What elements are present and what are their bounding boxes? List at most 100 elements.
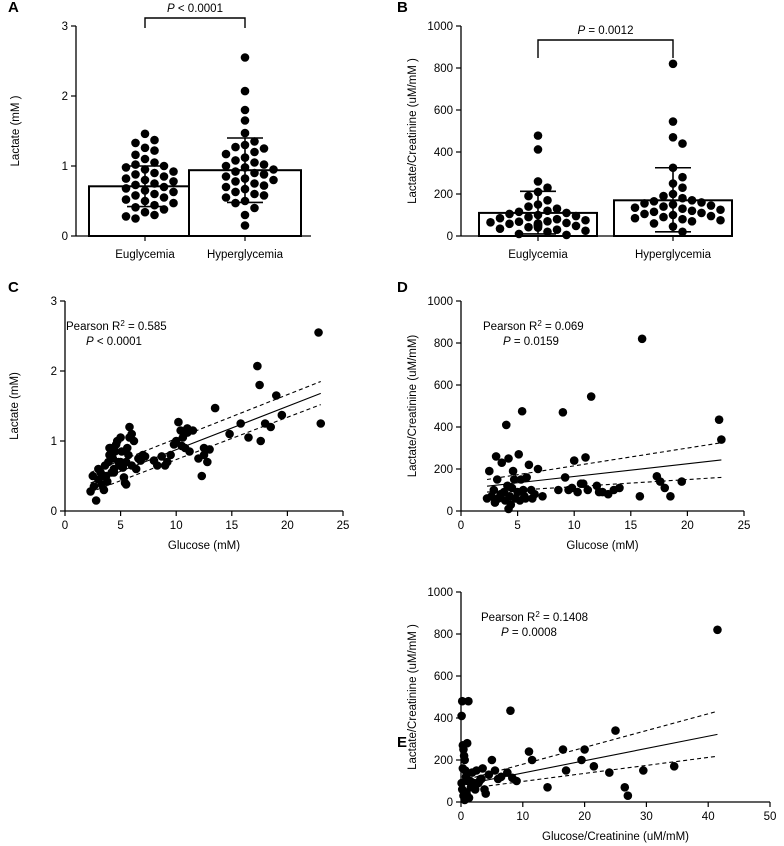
data-point-E xyxy=(481,789,491,798)
x-tick-label-D: 10 xyxy=(568,520,581,532)
y-tick-label-D: 0 xyxy=(447,506,453,518)
data-point-A xyxy=(240,210,250,220)
data-point-A xyxy=(169,177,178,186)
data-point-A xyxy=(131,138,140,148)
y-tick-label-B: 200 xyxy=(434,189,453,201)
data-point-B xyxy=(514,229,524,239)
data-point-A xyxy=(150,168,159,178)
y-tick-label-D: 400 xyxy=(434,422,453,434)
y-tick-label-E: 800 xyxy=(434,629,453,641)
data-point-B xyxy=(697,208,706,218)
data-point-A xyxy=(121,212,131,221)
category-label-B: Hyperglycemia xyxy=(635,249,712,261)
p-symbol: P xyxy=(86,336,94,348)
data-point-B xyxy=(678,214,687,224)
data-point-B xyxy=(533,131,543,140)
data-point-A xyxy=(231,177,240,186)
x-axis-label-D: Glucose (mM) xyxy=(566,540,638,552)
data-point-D xyxy=(717,435,726,444)
panel-letter-B: B xyxy=(397,0,408,16)
data-point-A xyxy=(259,170,269,179)
y-tick-label-E: 1000 xyxy=(427,587,453,599)
data-point-C xyxy=(277,410,287,420)
data-point-D xyxy=(514,450,524,459)
data-point-E xyxy=(462,738,472,748)
data-point-B xyxy=(562,218,571,228)
data-point-A xyxy=(169,187,178,197)
p-value: = 0.0008 xyxy=(509,627,557,639)
data-point-A xyxy=(121,174,131,183)
data-point-A xyxy=(150,135,159,145)
data-point-E xyxy=(577,755,586,765)
panel-letter-C: C xyxy=(8,279,19,296)
data-point-E xyxy=(457,696,467,706)
data-point-A xyxy=(131,214,140,223)
data-point-A xyxy=(269,175,278,185)
stat-superscript: 2 xyxy=(535,610,540,619)
category-label-A: Hyperglycemia xyxy=(207,249,284,261)
data-point-D xyxy=(492,475,502,484)
data-point-A xyxy=(150,200,159,210)
data-point-A xyxy=(159,182,169,192)
x-tick-label-E: 30 xyxy=(640,811,653,823)
data-point-A xyxy=(231,198,240,208)
data-point-B xyxy=(640,199,649,208)
data-point-A xyxy=(240,174,250,183)
data-point-B xyxy=(581,226,590,236)
y-tick-label-D: 1000 xyxy=(427,296,453,308)
data-point-C xyxy=(256,436,266,446)
data-point-B xyxy=(514,207,524,217)
data-point-D xyxy=(573,487,582,497)
data-point-D xyxy=(583,485,593,495)
data-point-E xyxy=(558,745,568,754)
data-point-B xyxy=(706,201,716,210)
data-point-B xyxy=(668,117,678,126)
data-point-B xyxy=(678,172,687,182)
data-point-A xyxy=(131,150,140,160)
ci-lower-line-C xyxy=(90,404,321,493)
data-point-C xyxy=(122,443,132,453)
data-point-D xyxy=(521,494,530,503)
category-label-A: Euglycemia xyxy=(115,249,175,261)
data-point-B xyxy=(524,191,533,201)
pearson-annotation-C: Pearson R2 = 0.585 xyxy=(66,319,167,334)
data-point-D xyxy=(637,334,647,344)
x-tick-label-E: 50 xyxy=(764,811,777,823)
data-point-A xyxy=(140,129,150,139)
regression-line-C xyxy=(90,392,321,484)
data-point-C xyxy=(125,422,134,432)
data-point-C xyxy=(197,471,207,481)
data-point-A xyxy=(150,158,159,167)
data-point-A xyxy=(240,221,250,230)
data-point-A xyxy=(240,153,250,162)
data-point-D xyxy=(491,452,501,461)
data-point-C xyxy=(99,485,109,495)
data-point-B xyxy=(533,187,543,197)
data-point-A xyxy=(259,160,269,169)
data-point-E xyxy=(464,696,473,706)
data-point-C xyxy=(199,443,209,453)
data-point-B xyxy=(649,219,659,228)
data-point-D xyxy=(504,504,513,514)
data-point-B xyxy=(649,197,659,206)
data-point-A xyxy=(259,191,269,200)
p-value: = 0.0159 xyxy=(511,336,559,348)
data-point-E xyxy=(487,755,497,765)
x-tick-label-C: 25 xyxy=(337,520,350,532)
data-point-C xyxy=(124,450,133,460)
significance-bracket-A xyxy=(144,17,246,28)
data-point-A xyxy=(140,143,150,153)
data-point-C xyxy=(253,361,262,371)
p-value: = 0.0012 xyxy=(585,25,633,37)
panel-A: A Lactate (mM ) 0 1 2 3 Euglycemia Hyperglycemi… xyxy=(8,0,311,261)
data-point-E xyxy=(669,762,679,771)
data-point-C xyxy=(116,433,125,442)
data-point-D xyxy=(554,485,563,495)
data-point-D xyxy=(526,485,536,495)
x-tick-label-C: 20 xyxy=(281,520,294,532)
p-annotation-D: P = 0.0159 xyxy=(503,336,559,348)
data-point-C xyxy=(116,457,125,467)
data-point-D xyxy=(538,492,547,501)
data-point-B xyxy=(659,191,668,201)
significance-bracket-B xyxy=(537,39,674,58)
